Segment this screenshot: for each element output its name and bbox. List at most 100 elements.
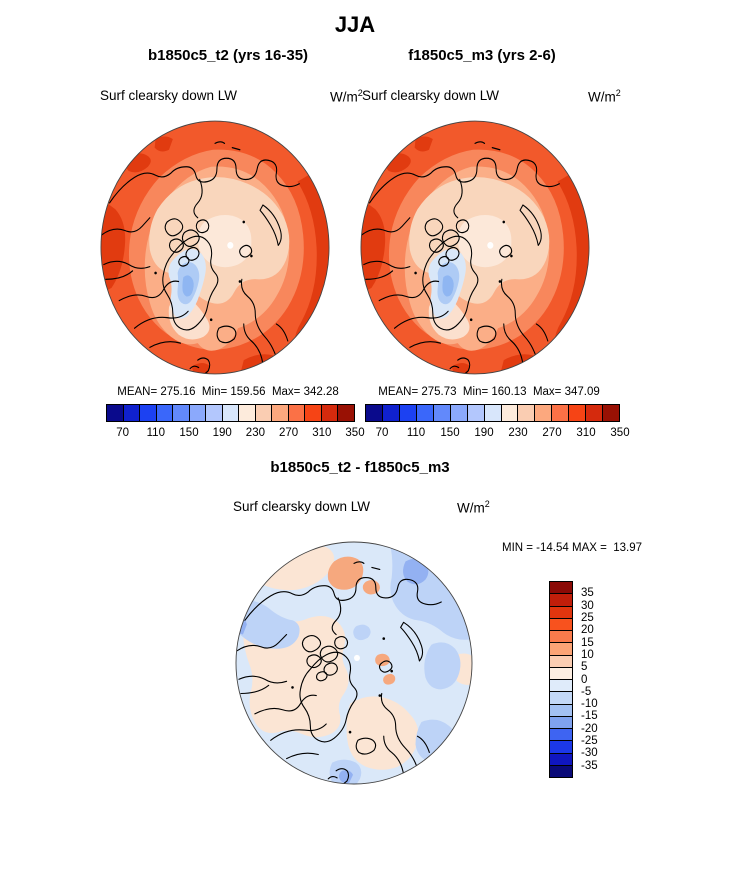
colorbar-boundary-label: -5 xyxy=(581,685,592,698)
colorbar-segment xyxy=(123,405,141,421)
colorbar-boundary-label: 25 xyxy=(581,611,594,624)
colorbar-boundary-label: 0 xyxy=(581,673,588,686)
colorbar-segment xyxy=(550,729,572,742)
diff-units-base: W/m xyxy=(457,500,485,516)
colorbar-segment xyxy=(550,741,572,754)
colorbar-segment xyxy=(107,405,124,421)
colorbar-segment xyxy=(550,765,572,777)
left-units-exponent: 2 xyxy=(357,88,363,98)
colorbar-segment xyxy=(550,704,572,717)
colorbar-boundary-label: -15 xyxy=(581,710,598,723)
colorbar-segment xyxy=(501,405,519,421)
colorbar-segment xyxy=(173,405,190,421)
left-field-label: Surf clearsky down LW xyxy=(100,88,238,103)
colorbar-segment xyxy=(272,405,289,421)
colorbar-tick-label: 70 xyxy=(375,427,389,439)
colorbar-segment xyxy=(140,405,157,421)
colorbar-tick-label: 190 xyxy=(474,427,494,439)
colorbar-tick-label: 110 xyxy=(146,427,165,439)
colorbar-segment xyxy=(550,753,572,766)
colorbar-tick-label: 190 xyxy=(212,427,232,439)
colorbar-boundary-label: 30 xyxy=(581,599,594,612)
colorbar-tick-label: 110 xyxy=(406,427,426,439)
colorbar-segment xyxy=(366,405,383,421)
colorbar-segment xyxy=(550,667,572,680)
colorbar-tick-label: 230 xyxy=(245,427,265,439)
diff-title: b1850c5_t2 - f1850c5_m3 xyxy=(270,459,450,476)
colorbar-segment xyxy=(552,405,570,421)
colorbar-right xyxy=(365,404,620,422)
season-title: JJA xyxy=(334,12,376,37)
colorbar-boundary-label: -20 xyxy=(581,722,598,735)
colorbar-boundary-label: -25 xyxy=(581,735,598,748)
colorbar-segment xyxy=(222,405,240,421)
colorbar-segment xyxy=(586,405,604,421)
colorbar-segment xyxy=(550,631,572,644)
colorbar-segment xyxy=(321,405,339,421)
colorbar-segment xyxy=(550,716,572,729)
right-units-exponent: 2 xyxy=(615,88,621,98)
diff-minmax: MIN = -14.54 MAX = 13.97 xyxy=(502,542,642,554)
colorbar-tick-label: 70 xyxy=(116,427,129,439)
right-units-label: W/m2 xyxy=(588,88,621,105)
colorbar-segment xyxy=(550,594,572,607)
colorbar-segment xyxy=(550,655,572,668)
colorbar-left xyxy=(106,404,355,422)
left-stats: MEAN= 275.16 Min= 159.56 Max= 342.28 xyxy=(117,386,339,398)
colorbar-boundary-label: 35 xyxy=(581,587,594,600)
colorbar-tick-label: 310 xyxy=(312,427,332,439)
colorbar-segment xyxy=(550,680,572,693)
diff-field-label: Surf clearsky down LW xyxy=(233,499,371,514)
colorbar-segment xyxy=(305,405,322,421)
colorbar-boundary-label: 15 xyxy=(581,636,594,649)
diff-units-label: W/m2 xyxy=(457,499,490,516)
map-left-panel xyxy=(100,120,330,375)
colorbar-tick-label: 150 xyxy=(440,427,460,439)
right-field-label: Surf clearsky down LW xyxy=(362,88,500,103)
left-run-title: b1850c5_t2 (yrs 16-35) xyxy=(147,47,309,64)
colorbar-segment xyxy=(239,405,256,421)
colorbar-tick-label: 270 xyxy=(542,427,562,439)
colorbar-boundary-label: -35 xyxy=(581,759,598,772)
colorbar-tick-label: 350 xyxy=(345,427,365,439)
colorbar-tick-label: 350 xyxy=(610,427,630,439)
colorbar-segment xyxy=(550,582,572,595)
colorbar-segment xyxy=(550,692,572,705)
colorbar-segment xyxy=(467,405,485,421)
colorbar-segment xyxy=(338,405,354,421)
colorbar-diff xyxy=(549,581,573,778)
colorbar-right-ticks: 70 110 150 190 230 270 310 350 xyxy=(365,427,630,441)
colorbar-tick-label: 270 xyxy=(279,427,299,439)
colorbar-segment xyxy=(416,405,434,421)
colorbar-segment xyxy=(433,405,451,421)
right-run-title: f1850c5_m3 (yrs 2-6) xyxy=(408,47,556,64)
diff-units-exponent: 2 xyxy=(484,499,490,509)
left-units-label: W/m2 xyxy=(330,88,363,105)
colorbar-boundary-label: -30 xyxy=(581,747,598,760)
colorbar-segment xyxy=(189,405,207,421)
colorbar-boundary-label: 20 xyxy=(581,624,594,637)
colorbar-segment xyxy=(255,405,273,421)
right-stats: MEAN= 275.73 Min= 160.13 Max= 347.09 xyxy=(378,386,600,398)
colorbar-boundary-label: -10 xyxy=(581,698,598,711)
colorbar-segment xyxy=(450,405,468,421)
colorbar-segment xyxy=(535,405,553,421)
map-diff-panel xyxy=(235,541,473,785)
left-units-base: W/m xyxy=(330,89,358,105)
colorbar-diff-labels: 35 30 25 20 15 10 5 0 -5 -10 -15 -20 -25 -30 -35 xyxy=(581,581,611,778)
colorbar-left-ticks: 70 110 150 190 230 270 310 350 xyxy=(106,427,364,441)
colorbar-segment xyxy=(569,405,587,421)
colorbar-segment xyxy=(550,643,572,656)
map-right-panel xyxy=(360,120,590,375)
colorbar-segment xyxy=(399,405,417,421)
colorbar-segment xyxy=(550,618,572,631)
colorbar-boundary-label: 10 xyxy=(581,648,594,661)
colorbar-segment xyxy=(382,405,400,421)
colorbar-tick-label: 310 xyxy=(576,427,596,439)
colorbar-segment xyxy=(603,405,620,421)
colorbar-segment xyxy=(206,405,223,421)
colorbar-tick-label: 230 xyxy=(508,427,528,439)
right-units-base: W/m xyxy=(588,89,616,105)
colorbar-segment xyxy=(484,405,502,421)
colorbar-segment xyxy=(550,606,572,619)
